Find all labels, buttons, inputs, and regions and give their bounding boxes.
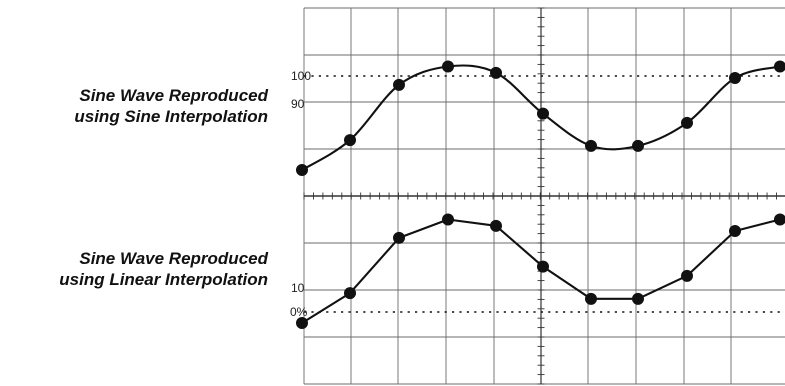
level-label-10: 10 <box>291 281 305 295</box>
caption-sine-line-2: using Sine Interpolation <box>74 107 268 126</box>
level-label-90: 90 <box>291 97 305 111</box>
sine-sample-point <box>681 116 693 129</box>
caption-linear-line-2: using Linear Interpolation <box>59 270 268 289</box>
linear-sample-point <box>774 213 785 226</box>
sine-sample-point <box>774 60 785 73</box>
linear-sample-point <box>537 260 549 273</box>
reference-levels: 100 90 10 0% <box>290 69 785 319</box>
linear-sample-point <box>296 317 308 329</box>
waveform-traces <box>296 60 785 329</box>
linear-sample-point <box>344 287 356 300</box>
sine-sample-point <box>585 139 597 152</box>
linear-sample-point <box>632 292 644 305</box>
linear-sample-point <box>490 219 502 232</box>
level-label-0-percent: 0% <box>290 305 308 319</box>
sine-sample-point <box>537 107 549 120</box>
caption-linear-line-1: Sine Wave Reproduced <box>79 249 268 268</box>
linear-sample-point <box>585 292 597 305</box>
caption-sine-interpolation: Sine Wave Reproduced using Sine Interpol… <box>74 85 268 127</box>
sine-sample-point <box>632 139 644 152</box>
linear-sample-point <box>393 231 405 244</box>
linear-sample-point <box>442 213 454 226</box>
sine-sample-point <box>442 60 454 73</box>
linear-sample-point <box>681 269 693 282</box>
sine-sample-point <box>344 134 356 147</box>
sine-sample-point <box>729 72 741 84</box>
level-label-100: 100 <box>291 69 311 83</box>
sine-sample-point <box>393 78 405 91</box>
linear-sample-point <box>729 225 741 237</box>
sine-sample-point <box>490 66 502 79</box>
sine-sample-point <box>296 164 308 176</box>
caption-linear-interpolation: Sine Wave Reproduced using Linear Interp… <box>59 248 268 290</box>
graticule-grid <box>303 7 785 385</box>
caption-sine-line-1: Sine Wave Reproduced <box>79 86 268 105</box>
